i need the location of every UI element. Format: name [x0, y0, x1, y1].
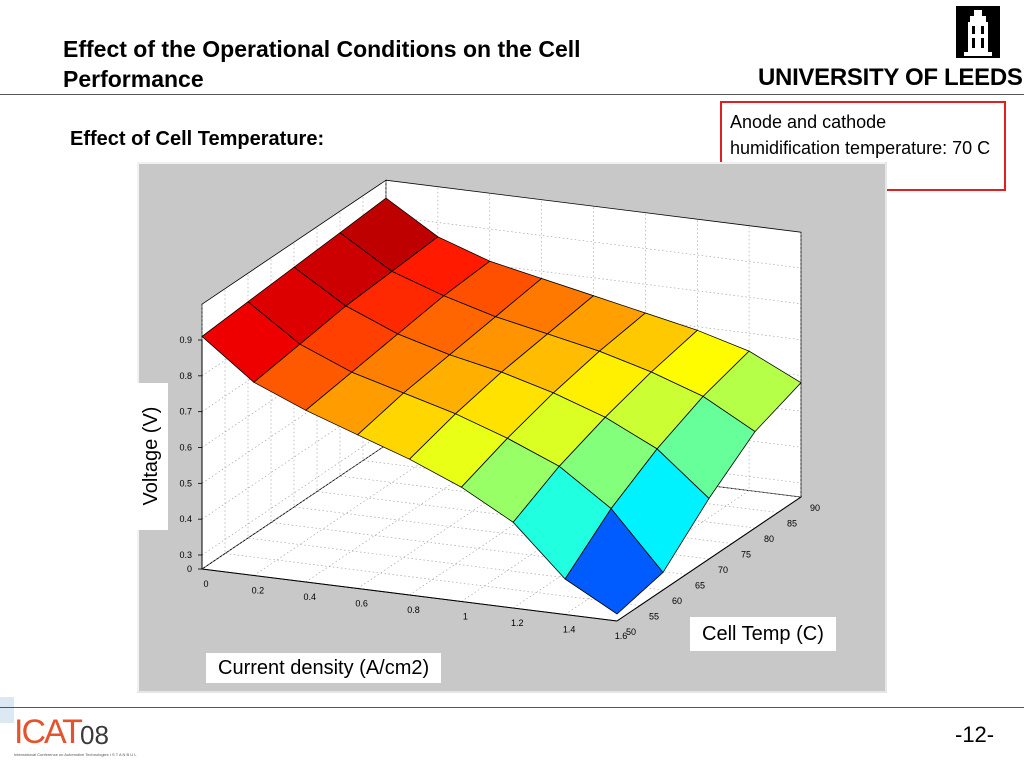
footer-accent — [0, 697, 14, 723]
x-axis-label: Current density (A/cm2) — [206, 653, 442, 683]
z-tick-label: 65 — [695, 581, 705, 591]
icat-logo-year: 08 — [80, 720, 109, 750]
y-tick-label: 0.3 — [179, 550, 192, 560]
z-axis-label: Cell Temp (C) — [690, 617, 836, 651]
z-tick-label: 85 — [787, 519, 797, 529]
z-tick-label: 50 — [626, 627, 636, 637]
y-tick-label: 0.8 — [179, 371, 192, 381]
title-divider — [0, 94, 1024, 95]
x-tick-label: 0 — [203, 579, 208, 589]
slide-title: Effect of the Operational Conditions on … — [63, 36, 581, 92]
z-tick-label: 60 — [672, 596, 682, 606]
surface-plot-panel: 0 0.2 0.4 0.6 0.8 1 1.2 1.4 1.6 50 55 60 65 70 75 80 85 9… — [137, 162, 887, 693]
section-subtitle: Effect of Cell Temperature: — [70, 128, 325, 150]
x-axis-line — [201, 568, 618, 622]
y-tick-label: 0.4 — [179, 514, 192, 524]
z-axis-line — [616, 496, 802, 622]
surface-plot: 0 0.2 0.4 0.6 0.8 1 1.2 1.4 1.650 55 60 65 70 75 80 85 9… — [179, 179, 820, 641]
y-tick-label: 0.5 — [179, 478, 192, 488]
y-tick-label: 0.9 — [179, 335, 192, 345]
icat-logo: ICAT 08 International Conference on Auto… — [14, 712, 137, 762]
x-tick-label: 1 — [463, 612, 468, 622]
y-axis-label: Voltage (V) — [140, 406, 162, 506]
x-tick-label: 0.6 — [355, 599, 368, 609]
x-tick-label: 0.2 — [252, 586, 265, 596]
icat-logo-subtitle: International Conference on Automotive T… — [14, 752, 137, 757]
surface-patch — [564, 507, 664, 615]
grid-line-y — [201, 251, 802, 377]
z-tick-label: 55 — [649, 612, 659, 622]
x-tick-label: 0.8 — [407, 605, 420, 615]
z-tick-label: 75 — [741, 550, 751, 560]
z-tick-label: 80 — [764, 534, 774, 544]
page-number: -12- — [955, 722, 995, 747]
x-tick-label: 0.4 — [303, 592, 316, 602]
z-tick-label: 70 — [718, 565, 728, 575]
footer-divider — [0, 707, 1024, 708]
leeds-tower-icon — [956, 6, 1000, 58]
z-tick-label: 90 — [810, 503, 820, 513]
y-tick-label: 0.6 — [179, 443, 192, 453]
x-tick-label: 1.4 — [563, 625, 576, 635]
icat-logo-text: ICAT — [14, 713, 83, 751]
university-name: UNIVERSITY OF LEEDS — [758, 64, 1023, 91]
y-tick-label: 0 — [187, 564, 192, 574]
y-tick-label: 0.7 — [179, 407, 192, 417]
grid-line-y — [201, 215, 802, 341]
y-axis-label-box: Voltage (V) — [134, 383, 168, 530]
x-tick-label: 1.2 — [511, 618, 524, 628]
university-logo: UNIVERSITY OF LEEDS — [752, 6, 1023, 91]
x-tick-label: 1.6 — [615, 631, 628, 641]
